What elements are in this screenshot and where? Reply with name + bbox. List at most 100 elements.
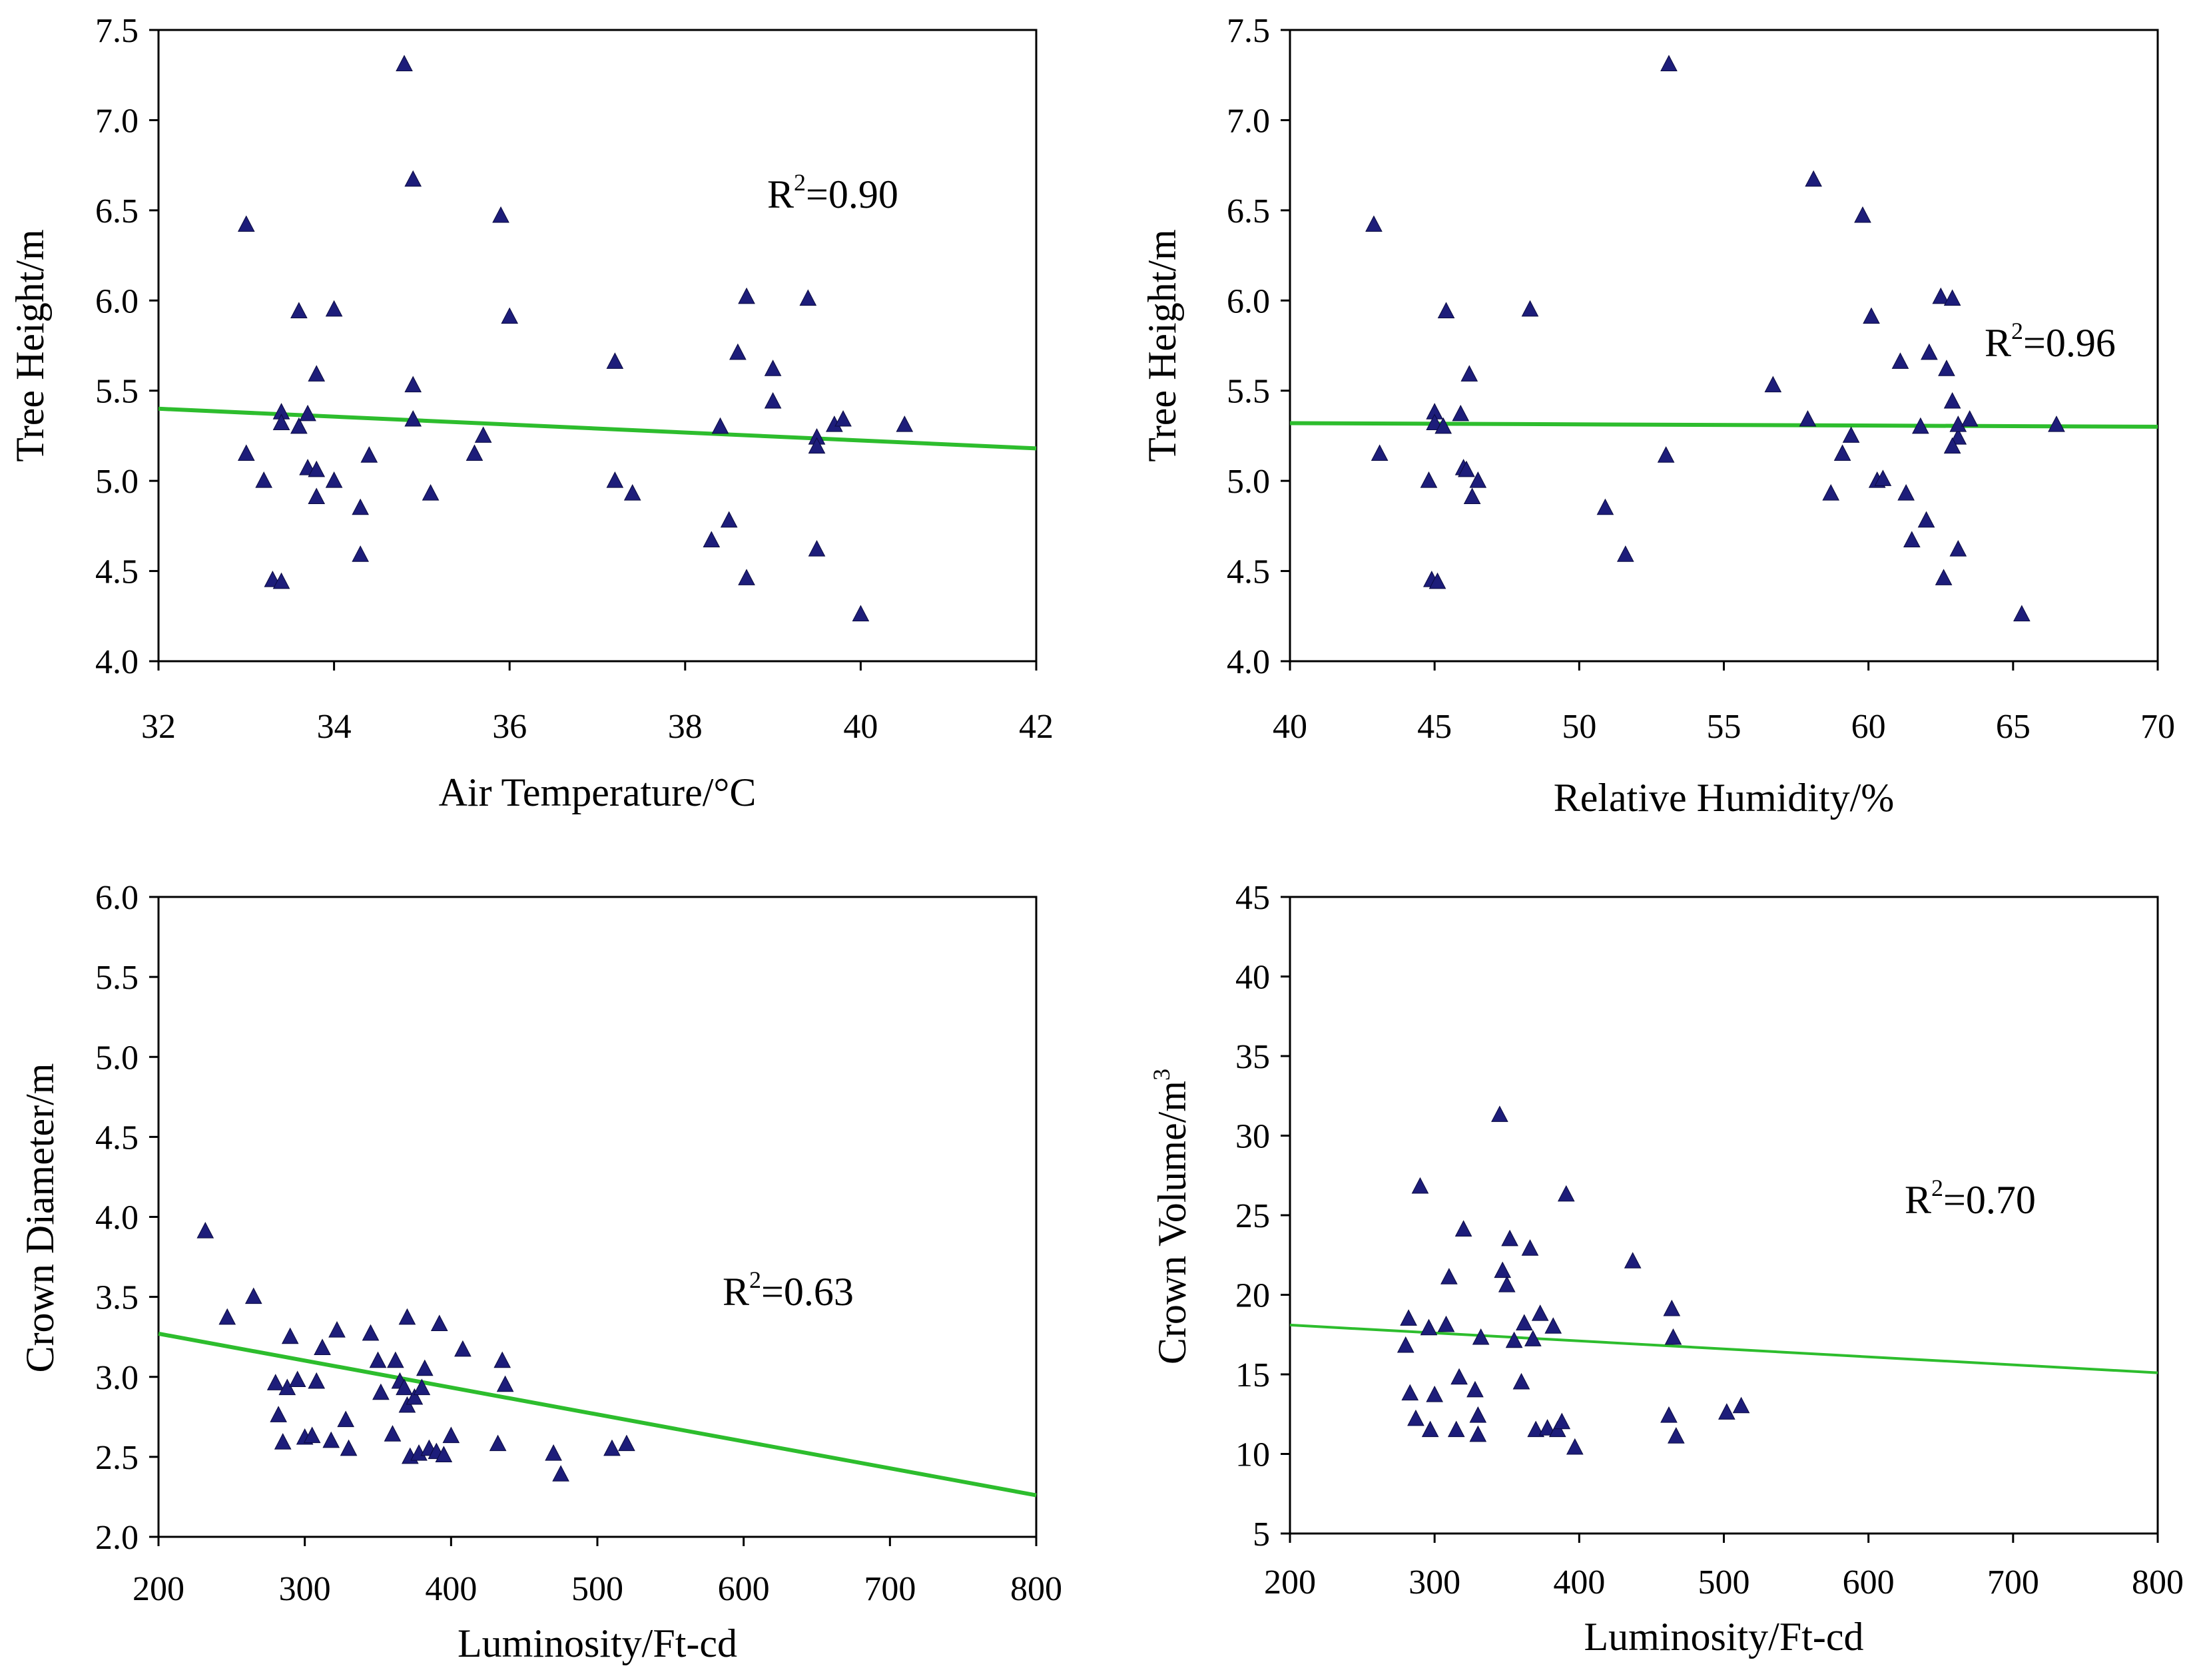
data-point — [290, 302, 308, 319]
y-tick-label: 45 — [1235, 879, 1270, 917]
data-point — [1498, 1276, 1516, 1292]
r-squared-value: =0.96 — [2023, 321, 2116, 365]
y-tick-label: 7.0 — [1227, 102, 1270, 140]
data-point — [398, 1308, 416, 1325]
y-axis-title: Tree Height/m — [1140, 229, 1184, 461]
data-point — [1426, 414, 1443, 430]
data-point — [398, 1396, 416, 1413]
data-point — [1440, 1268, 1458, 1284]
y-tick-label: 6.0 — [95, 879, 139, 917]
data-point — [852, 605, 870, 622]
y-axis-title-text: Crown Volume/m — [1150, 1081, 1194, 1364]
data-point — [454, 1340, 472, 1357]
x-axis-title: Luminosity/Ft-cd — [1584, 1615, 1864, 1659]
x-tick-label: 400 — [1553, 1563, 1605, 1601]
data-point — [314, 1338, 331, 1356]
data-point — [501, 307, 519, 324]
data-point — [492, 206, 509, 223]
data-point — [703, 531, 721, 548]
data-point — [413, 1378, 431, 1396]
data-point — [372, 1383, 390, 1400]
data-point — [1420, 471, 1438, 488]
x-tick-label: 65 — [1996, 708, 2031, 746]
data-point — [404, 170, 422, 187]
y-tick-label: 7.5 — [1227, 12, 1270, 50]
data-point — [896, 416, 914, 432]
y-tick-label: 4.0 — [95, 1199, 139, 1237]
x-tick-label: 800 — [2132, 1563, 2184, 1601]
data-point — [808, 437, 826, 454]
y-tick-label: 35 — [1235, 1038, 1270, 1076]
y-tick-label: 3.0 — [95, 1359, 139, 1397]
data-point — [404, 410, 422, 427]
y-axis-title-text: Tree Height/m — [1140, 229, 1184, 461]
data-point — [1660, 55, 1678, 71]
y-tick-label: 2.0 — [95, 1519, 139, 1557]
data-point — [1912, 417, 1929, 434]
data-point — [489, 1434, 507, 1452]
data-point — [1400, 1309, 1417, 1326]
x-tick-label: 70 — [2140, 708, 2175, 746]
data-point — [1961, 410, 1979, 427]
data-point — [1949, 416, 1967, 432]
data-point — [1943, 289, 1961, 306]
r-squared-annotation: R2=0.90 — [767, 169, 898, 216]
data-point — [396, 1378, 413, 1396]
x-tick-label: 700 — [1987, 1563, 2039, 1601]
data-point — [1407, 1409, 1424, 1426]
data-point — [1544, 1317, 1562, 1334]
data-point — [352, 498, 369, 515]
data-point — [1420, 1318, 1438, 1336]
data-point — [1447, 1420, 1465, 1438]
y-tick-label: 2.5 — [95, 1439, 139, 1477]
data-point — [340, 1439, 358, 1456]
data-point — [303, 1426, 321, 1444]
data-point — [272, 572, 290, 589]
data-point — [1949, 428, 1967, 445]
data-point — [369, 1351, 387, 1368]
data-point — [474, 426, 492, 443]
y-tick-label: 5.0 — [1227, 463, 1270, 501]
data-point — [299, 404, 316, 421]
data-point — [384, 1425, 402, 1442]
data-point — [290, 417, 308, 434]
data-point — [808, 539, 826, 557]
data-point — [1664, 1328, 1682, 1345]
data-point — [1822, 484, 1840, 501]
r-squared-base: R — [1905, 1178, 1931, 1222]
x-tick-label: 600 — [1843, 1563, 1895, 1601]
trend-line — [1289, 421, 2158, 429]
y-tick-label: 6.0 — [1227, 282, 1270, 320]
data-point — [325, 300, 343, 317]
data-point — [1935, 569, 1953, 585]
x-tick-label: 40 — [1273, 708, 1307, 746]
data-point — [1454, 1220, 1472, 1237]
data-point — [1466, 1380, 1484, 1398]
data-point — [1452, 404, 1470, 421]
data-point — [416, 1359, 434, 1376]
data-point — [288, 1370, 306, 1388]
data-point — [270, 1406, 287, 1422]
data-point — [1617, 545, 1634, 562]
chart-luminosity-vs-crown-diameter: 200 300 400 500 600 700 800 2.0 2.5 3.0 3.5 4.0 4.5 5… — [18, 879, 1062, 1665]
data-point — [1371, 444, 1389, 461]
data-point — [1897, 484, 1915, 501]
y-tick-label: 4.0 — [95, 643, 139, 681]
x-tick-label: 300 — [279, 1570, 331, 1608]
data-point — [1799, 410, 1817, 427]
x-tick-label: 60 — [1851, 708, 1886, 746]
plot-area-frame — [157, 896, 1038, 1538]
y-tick-label: 4.5 — [95, 1119, 139, 1157]
data-point — [1469, 471, 1487, 488]
x-axis-title: Luminosity/Ft-cd — [458, 1621, 737, 1665]
data-point — [1660, 1406, 1678, 1423]
x-tick-label: 700 — [864, 1570, 916, 1608]
r-squared-superscript: 2 — [749, 1266, 761, 1293]
x-tick-label: 500 — [1698, 1563, 1750, 1601]
trend-line — [1289, 1323, 2158, 1374]
r-squared-base: R — [723, 1270, 749, 1314]
data-point — [1437, 1315, 1455, 1332]
data-point — [1624, 1252, 1642, 1268]
chart-luminosity-vs-crown-volume: 200 300 400 500 600 700 800 5 10 15 20 25 30 35 40 45 Lu… — [1148, 879, 2184, 1659]
data-point — [1527, 1420, 1545, 1438]
